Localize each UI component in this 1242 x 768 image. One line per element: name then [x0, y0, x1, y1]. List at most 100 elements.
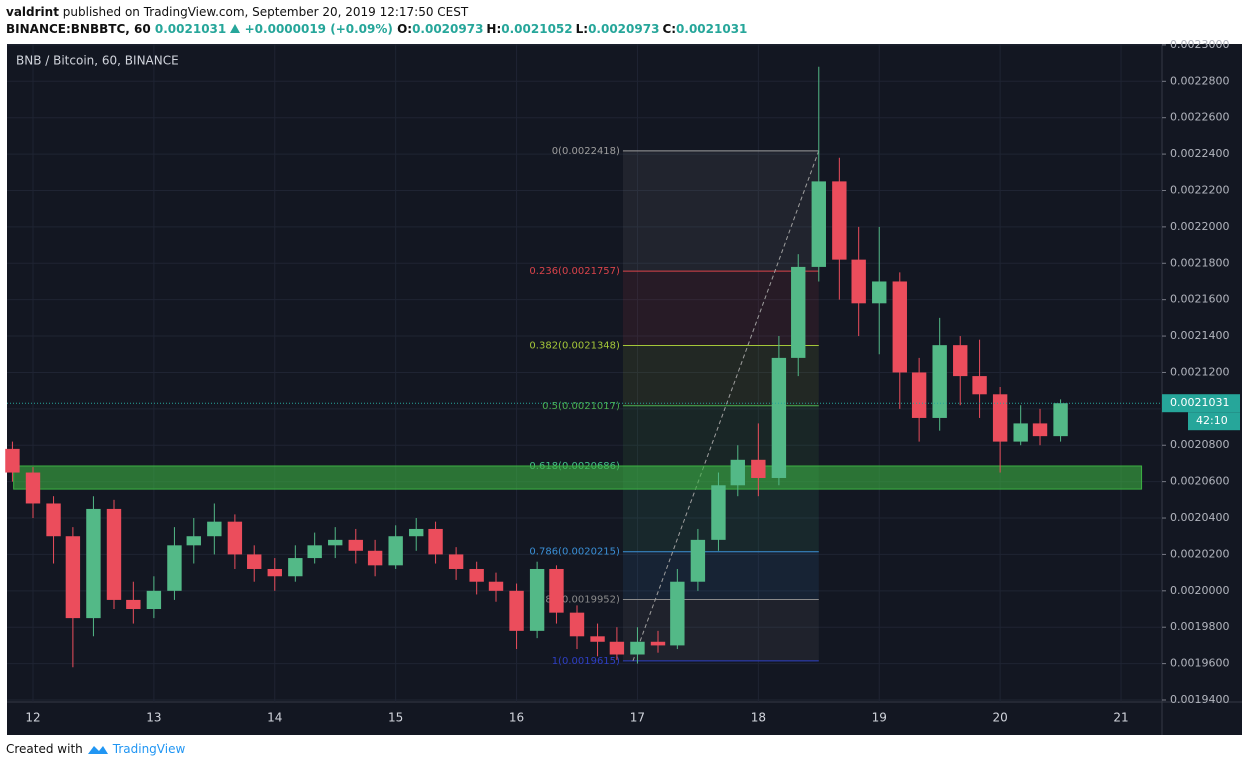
candle-body [872, 281, 887, 304]
brand: TradingView [112, 742, 186, 756]
candle-body [25, 472, 41, 504]
x-tick-label: 14 [267, 711, 282, 725]
candle-body [126, 599, 141, 610]
candle-body [730, 459, 745, 486]
y-tick-label: 0.0021400 [1170, 329, 1230, 342]
candle-body [488, 581, 504, 591]
y-tick-label: 0.0020400 [1170, 511, 1230, 524]
price-tag-label: 0.0021031 [1170, 396, 1230, 409]
logo [87, 746, 108, 754]
candle-body [388, 536, 403, 566]
x-tick-label: 13 [146, 711, 161, 725]
y-tick-label: 0.0021600 [1170, 293, 1230, 306]
candle-body [207, 521, 222, 537]
change: +0.0000019 (+0.09%) [244, 22, 393, 36]
candle-body [811, 181, 826, 267]
fib-label: 0.786(0.0020215) [529, 547, 620, 558]
y-tick-label: 0.0020000 [1170, 584, 1230, 597]
candle-body [670, 581, 685, 646]
y-tick-label: 0.0019600 [1170, 657, 1230, 670]
candle-body [46, 503, 61, 537]
fib-label: 0(0.0022418) [552, 146, 620, 157]
candle-body [529, 568, 545, 631]
candle-body [972, 376, 987, 395]
y-tick-label: 0.0023000 [1170, 38, 1230, 51]
x-tick-label: 16 [509, 711, 524, 725]
y-tick-label: 0.0021200 [1170, 365, 1230, 378]
x-tick-label: 20 [992, 711, 1007, 725]
candle-body [167, 545, 182, 591]
candle-body [146, 590, 162, 610]
support-zone [13, 465, 1143, 490]
x-tick-label: 17 [630, 711, 645, 725]
ohlc-value: 0.0020973 [588, 22, 660, 36]
candle-body [428, 528, 443, 555]
fib-band [622, 345, 819, 406]
candle-body [630, 641, 645, 655]
ohlc-label: O: [397, 22, 413, 36]
fib-band [622, 405, 819, 466]
candle-body [992, 394, 1008, 442]
ohlc-label: H: [486, 22, 502, 36]
ohlc: O:0.0020973 H:0.0021052 L:0.0020973 C:0.002… [397, 22, 750, 36]
ohlc-label: L: [575, 22, 589, 36]
candle-body [751, 459, 766, 478]
candle-body [650, 641, 666, 646]
last-price: 0.0021031 [154, 22, 227, 36]
y-tick-label: 0.0020200 [1170, 547, 1230, 560]
candle-body [1032, 423, 1048, 437]
candle-body [328, 539, 343, 546]
y-tick-label: 0.0019800 [1170, 620, 1230, 633]
candle-body [409, 528, 424, 537]
candle-body [590, 636, 605, 642]
candle-body [186, 536, 201, 546]
ohlc-value: 0.0021031 [676, 22, 748, 36]
x-tick-label: 15 [388, 711, 403, 725]
candle-body [227, 521, 243, 555]
x-tick-label: 18 [751, 711, 766, 725]
ohlc-value: 0.0020973 [412, 22, 484, 36]
fib-band [622, 551, 819, 600]
candle-body [953, 345, 968, 377]
candle-body [5, 448, 20, 473]
x-tick-label: 21 [1113, 711, 1128, 725]
fib-band [622, 150, 819, 272]
candle-body [711, 485, 726, 540]
published: published on TradingView.com, September … [62, 5, 469, 19]
chart-bg [7, 44, 1242, 735]
fib-label: 1(0.0019615) [552, 656, 620, 667]
candle-body [367, 550, 383, 566]
footer: Created with TradingView [6, 742, 185, 756]
candle-body [609, 641, 625, 655]
fib-band [622, 599, 819, 661]
candle-body [892, 281, 907, 373]
created: Created with [6, 742, 83, 756]
candle-body [247, 554, 262, 569]
y-tick-label: 0.0021800 [1170, 256, 1230, 269]
y-tick-label: 0.0022800 [1170, 74, 1230, 87]
price-tag [1162, 394, 1240, 413]
candle-body [911, 372, 927, 418]
ohlc-label: C: [662, 22, 677, 36]
y-tick-label: 0.0020800 [1170, 438, 1230, 451]
candle-body [1053, 403, 1068, 437]
y-tick-label: 0.0020600 [1170, 475, 1230, 488]
candle-body [690, 539, 706, 582]
ohlc-value: 0.0021052 [501, 22, 573, 36]
fib-label: 0.382(0.0021348) [529, 341, 620, 352]
quote-line: BINANCE:BNBBTC, 60 0.0021031 +0.0000019 … [6, 22, 750, 36]
candle-body [106, 508, 122, 600]
candle-body [448, 554, 464, 569]
candle-body [469, 568, 484, 582]
fib-label: 0.236(0.0021757) [529, 266, 620, 277]
chart-title: BNB / Bitcoin, 60, BINANCE [16, 54, 179, 68]
y-tick-label: 0.0022400 [1170, 147, 1230, 160]
symbol: BINANCE:BNBBTC, 60 [6, 22, 151, 36]
candle-body [267, 568, 282, 577]
fib-label: 0.5(0.0021017) [542, 401, 620, 412]
candle-body [569, 612, 585, 637]
y-tick-label: 0.0019400 [1170, 693, 1230, 706]
x-tick-label: 19 [872, 711, 887, 725]
